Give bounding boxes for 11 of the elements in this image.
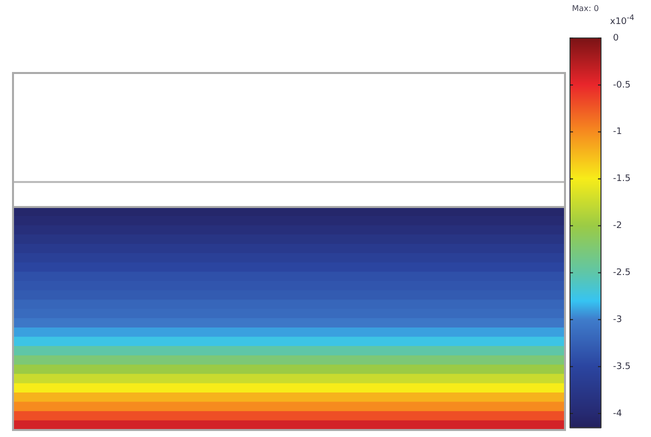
color-bar-label: -2.5 (613, 268, 631, 278)
color-bar-label: 0 (613, 33, 619, 44)
color-bar-label: -1.5 (613, 174, 631, 184)
color-bar-label: -2 (613, 221, 622, 232)
color-bar-title: x10$^{-4}$ (610, 13, 634, 27)
color-bar-label: -3.5 (613, 362, 631, 372)
text: Max: 0 (572, 4, 599, 13)
color-bar-label: -0.5 (613, 80, 631, 90)
color-bar-label: -4 (613, 408, 622, 419)
color-bar-label: -3 (613, 314, 622, 325)
color-bar-label: -1 (613, 127, 622, 138)
